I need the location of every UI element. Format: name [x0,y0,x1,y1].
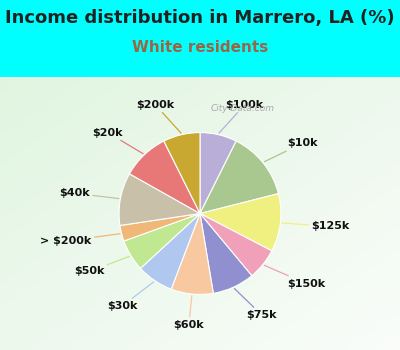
Wedge shape [200,214,272,276]
Text: $50k: $50k [74,256,130,276]
Wedge shape [164,133,200,214]
Wedge shape [171,214,213,294]
Wedge shape [120,214,200,241]
Wedge shape [124,214,200,268]
Wedge shape [130,141,200,214]
Text: $10k: $10k [264,139,318,162]
Wedge shape [200,133,236,214]
Text: $150k: $150k [264,265,325,288]
Wedge shape [200,214,252,293]
Wedge shape [119,174,200,225]
Text: Income distribution in Marrero, LA (%): Income distribution in Marrero, LA (%) [5,9,395,27]
Text: $20k: $20k [92,128,143,154]
Text: $30k: $30k [107,282,154,311]
Text: $60k: $60k [174,296,204,330]
Wedge shape [140,214,200,289]
Text: $125k: $125k [282,222,349,231]
Text: White residents: White residents [132,40,268,55]
Wedge shape [200,141,278,214]
Wedge shape [200,194,281,251]
Text: City-Data.com: City-Data.com [210,104,274,113]
Text: $100k: $100k [219,100,264,133]
Text: $40k: $40k [60,188,119,198]
Text: $200k: $200k [136,100,181,133]
Text: > $200k: > $200k [40,234,120,246]
Text: $75k: $75k [234,288,277,320]
